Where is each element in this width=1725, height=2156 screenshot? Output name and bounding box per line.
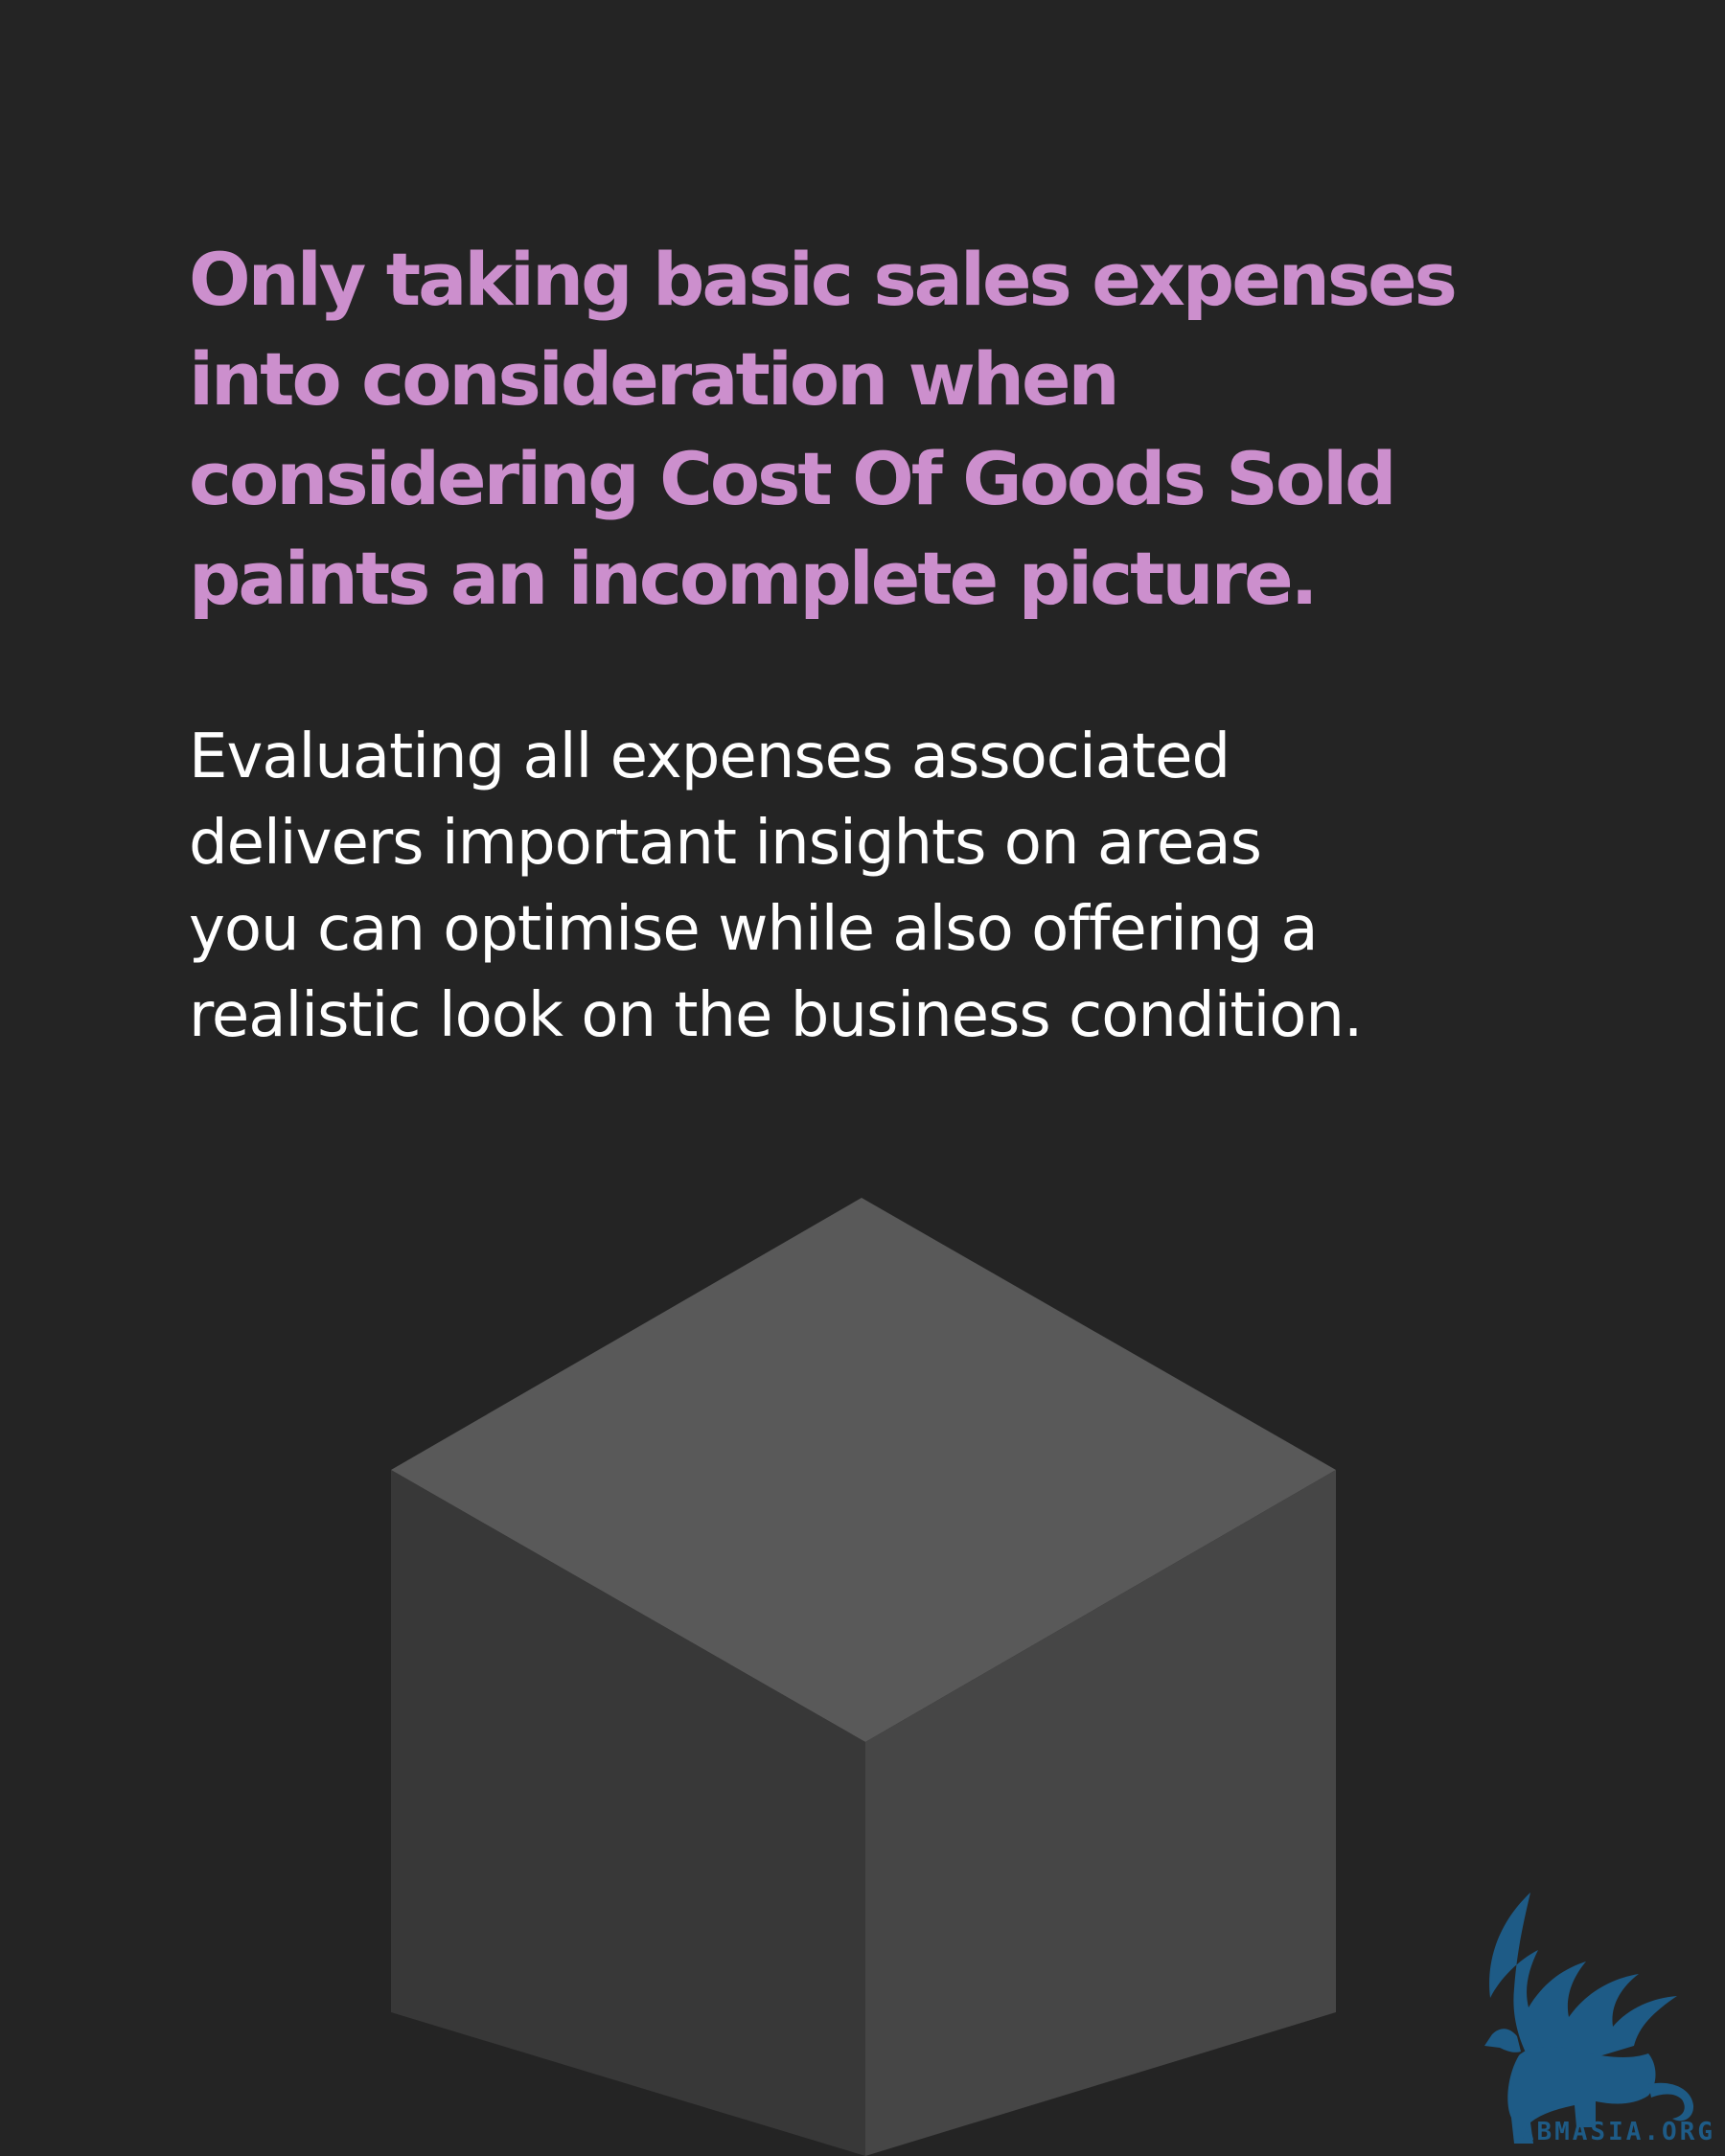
headline-line: Only taking basic sales expenses bbox=[189, 237, 1458, 322]
cube-left-face bbox=[391, 1470, 865, 2156]
griffin-icon bbox=[1484, 1892, 1694, 2144]
body-paragraph: Evaluating all expenses associated deliv… bbox=[189, 714, 1588, 1059]
body-line: Evaluating all expenses associated bbox=[189, 722, 1230, 792]
headline: Only taking basic sales expenses into co… bbox=[189, 230, 1588, 629]
headline-line: paints an incomplete picture. bbox=[189, 536, 1319, 621]
headline-line: considering Cost Of Goods Sold bbox=[189, 436, 1397, 521]
body-line: delivers important insights on areas bbox=[189, 808, 1262, 879]
body-line: you can optimise while also offering a bbox=[189, 894, 1319, 965]
cube-top-face bbox=[391, 1198, 1336, 1742]
cube-right-face bbox=[865, 1470, 1336, 2156]
body-line: realistic look on the business condition… bbox=[189, 980, 1363, 1051]
headline-line: into consideration when bbox=[189, 336, 1120, 422]
logo-wordmark: ABMASIA.ORG bbox=[1518, 2118, 1715, 2146]
